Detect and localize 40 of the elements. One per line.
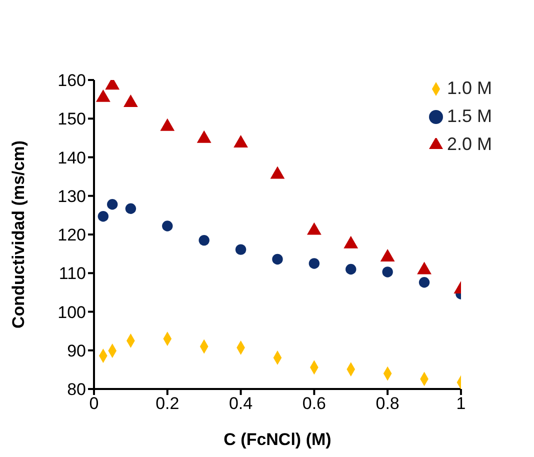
- point: [198, 234, 210, 246]
- point: [346, 264, 356, 275]
- point: [196, 130, 212, 143]
- legend-label: 1.5 M: [446, 106, 492, 126]
- y-tick-label: 120: [58, 226, 86, 245]
- x-tick-label: 0.2: [156, 394, 180, 414]
- point: [96, 89, 110, 102]
- point: [234, 135, 248, 148]
- x-tick-label: 0: [89, 394, 99, 414]
- point: [123, 94, 138, 107]
- legend-label: 1.0 M: [446, 78, 492, 98]
- point: [272, 254, 283, 265]
- point: [270, 166, 285, 179]
- y-tick-label: 90: [67, 341, 86, 360]
- x-tick-label: 1: [456, 394, 466, 414]
- y-tick-label: 160: [58, 71, 86, 90]
- y-axis-title: Conductividad (ms/cm): [9, 140, 28, 328]
- legend-label: 2.0 M: [446, 134, 492, 154]
- x-axis-title: C (FcNCl) (M): [224, 430, 332, 449]
- y-tick-label: 150: [58, 110, 86, 129]
- point: [417, 262, 432, 274]
- y-tick-label: 80: [67, 380, 86, 400]
- point: [306, 222, 322, 235]
- y-tick-label: 110: [58, 264, 86, 284]
- point: [382, 266, 393, 278]
- point: [162, 220, 173, 232]
- y-tick-label: 130: [58, 186, 86, 206]
- point: [344, 236, 358, 248]
- x-tick-label: 0.8: [376, 394, 400, 414]
- point: [106, 199, 118, 210]
- point: [235, 244, 246, 255]
- x-tick-label: 0.4: [228, 394, 253, 414]
- point: [160, 118, 175, 131]
- y-tick-label: 100: [58, 302, 86, 322]
- point: [308, 258, 320, 269]
- point: [418, 277, 430, 288]
- x-tick-label: 0.6: [302, 394, 326, 414]
- point: [98, 211, 109, 222]
- y-tick-label: 140: [58, 148, 86, 168]
- point: [125, 203, 136, 214]
